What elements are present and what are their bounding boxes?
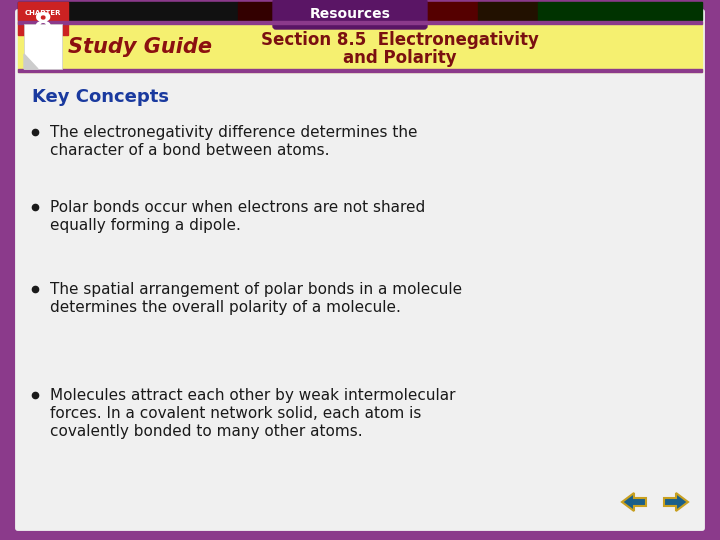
Text: Resources: Resources (310, 7, 390, 21)
FancyBboxPatch shape (13, 7, 707, 533)
Text: Key Concepts: Key Concepts (32, 88, 169, 106)
Bar (478, 2, 538, 20)
Text: equally forming a dipole.: equally forming a dipole. (50, 218, 241, 233)
Text: The spatial arrangement of polar bonds in a molecule: The spatial arrangement of polar bonds i… (50, 282, 462, 297)
Bar (18, 22, 702, 72)
Bar (18, 21, 702, 24)
Polygon shape (24, 24, 62, 69)
Text: Study Guide: Study Guide (68, 37, 212, 57)
Text: covalently bonded to many other atoms.: covalently bonded to many other atoms. (50, 424, 363, 439)
Text: forces. In a covalent network solid, each atom is: forces. In a covalent network solid, eac… (50, 406, 421, 421)
Text: Section 8.5  Electronegativity: Section 8.5 Electronegativity (261, 31, 539, 49)
Text: CHAPTER: CHAPTER (24, 10, 61, 16)
Polygon shape (664, 493, 688, 511)
Bar (18, 2, 68, 35)
Text: 8: 8 (34, 12, 52, 38)
Polygon shape (24, 54, 38, 69)
Bar (538, 2, 702, 20)
Bar (238, 2, 348, 20)
Polygon shape (622, 493, 646, 511)
Text: determines the overall polarity of a molecule.: determines the overall polarity of a mol… (50, 300, 401, 315)
FancyBboxPatch shape (273, 0, 427, 29)
Text: and Polarity: and Polarity (343, 49, 456, 67)
Bar (18, 2, 238, 20)
Text: Molecules attract each other by weak intermolecular: Molecules attract each other by weak int… (50, 388, 456, 403)
Text: Polar bonds occur when electrons are not shared: Polar bonds occur when electrons are not… (50, 200, 426, 215)
Bar (348, 2, 478, 20)
Text: The electronegativity difference determines the: The electronegativity difference determi… (50, 125, 418, 140)
Text: character of a bond between atoms.: character of a bond between atoms. (50, 143, 330, 158)
Bar (18, 69, 702, 72)
